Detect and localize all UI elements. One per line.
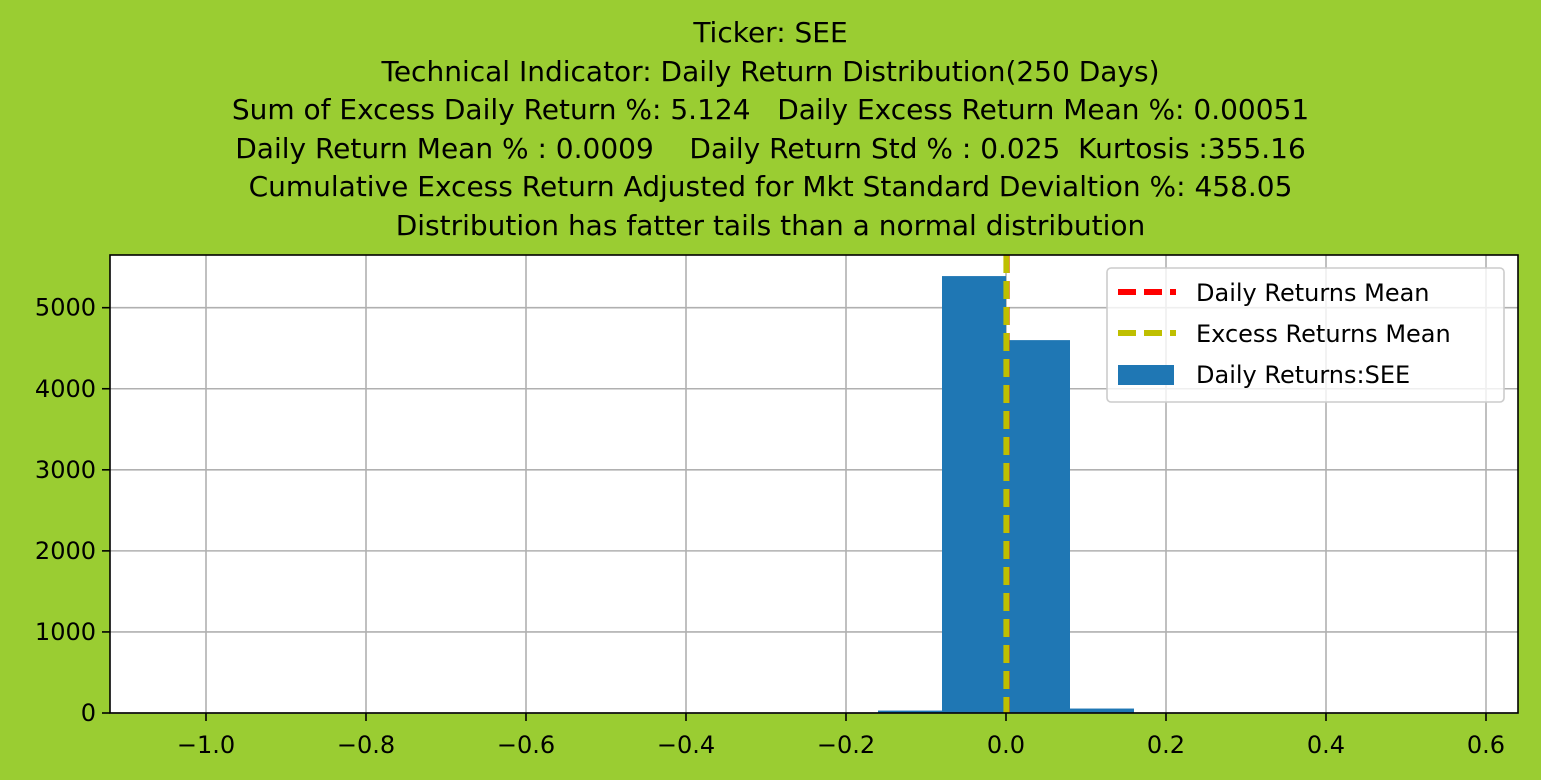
histogram-bar: [942, 276, 1006, 713]
legend: Daily Returns Mean Excess Returns Mean D…: [1106, 267, 1505, 403]
y-tick-label: 2000: [35, 537, 96, 565]
title-line-ticker: Ticker: SEE: [693, 16, 848, 49]
histogram-bar: [1070, 708, 1134, 713]
title-line-indicator: Technical Indicator: Daily Return Distri…: [381, 54, 1160, 88]
y-tick-label: 0: [81, 699, 96, 727]
plot-frame: [109, 254, 1519, 714]
x-tick-label: 0.6: [1467, 731, 1505, 759]
y-tick-label: 3000: [35, 456, 96, 484]
legend-swatch-daily-returns: [1118, 365, 1174, 385]
x-tick-label: −0.6: [497, 731, 555, 759]
title-line-return-stats: Daily Return Mean % : 0.0009 Daily Retur…: [235, 131, 1306, 165]
x-tick-label: 0.4: [1307, 731, 1345, 759]
x-tick-label: 0.2: [1147, 731, 1185, 759]
y-tick-label: 1000: [35, 618, 96, 646]
legend-label-daily-returns: Daily Returns:SEE: [1196, 361, 1410, 389]
axis-ticks: −1.0 −0.8 −0.6 −0.4 −0.2 0.0 0.2 0.4 0.6 0 1000 200…: [35, 294, 1505, 759]
x-tick-label: −0.4: [657, 731, 715, 759]
x-tick-label: −1.0: [177, 731, 235, 759]
y-tick-label: 5000: [35, 294, 96, 322]
x-tick-label: 0.0: [987, 731, 1025, 759]
x-tick-label: −0.2: [817, 731, 875, 759]
title-line-cumulative: Cumulative Excess Return Adjusted for Mk…: [248, 170, 1293, 203]
title-line-excess-sum: Sum of Excess Daily Return %: 5.124 Dail…: [231, 93, 1310, 126]
title-line-tails-note: Distribution has fatter tails than a nor…: [395, 208, 1146, 242]
chart-title: Ticker: SEE Technical Indicator: Daily R…: [0, 14, 1541, 245]
x-tick-label: −0.8: [337, 731, 395, 759]
y-tick-label: 4000: [35, 375, 96, 403]
legend-label-excess-mean: Excess Returns Mean: [1196, 320, 1451, 348]
legend-box: [1106, 267, 1505, 403]
histogram-bar: [878, 710, 942, 713]
legend-label-daily-mean: Daily Returns Mean: [1196, 279, 1430, 307]
histogram-bar: [1006, 340, 1070, 713]
